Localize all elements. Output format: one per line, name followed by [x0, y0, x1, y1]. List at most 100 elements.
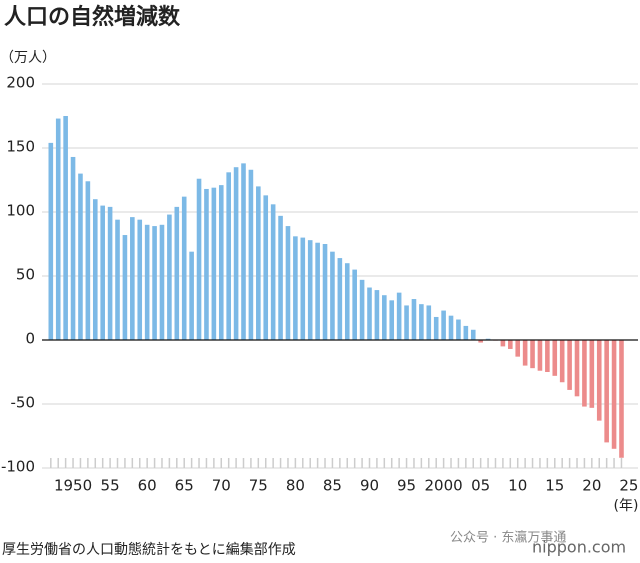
y-tick-label: 50	[16, 266, 35, 284]
bar	[500, 340, 506, 347]
bar	[596, 340, 602, 421]
bar	[404, 305, 409, 340]
bar	[241, 163, 246, 340]
bar	[233, 167, 239, 340]
y-tick-label: 100	[6, 202, 35, 220]
bar	[211, 187, 217, 340]
bar	[322, 244, 328, 340]
bar	[448, 315, 454, 340]
bar	[352, 269, 357, 340]
bar	[574, 340, 580, 397]
source: 厚生労働省の人口動態統計をもとに編集部作成	[2, 541, 296, 558]
bar	[389, 300, 395, 340]
bar	[307, 240, 313, 340]
x-tick-label: 85	[323, 477, 342, 495]
x-tick-label: 60	[138, 477, 157, 495]
y-tick-label: 200	[6, 74, 35, 92]
bar	[589, 340, 595, 408]
x-tick-label: 1950	[54, 477, 92, 495]
bar	[55, 118, 61, 340]
bar	[344, 263, 350, 340]
bar	[315, 242, 320, 340]
bar	[181, 196, 187, 340]
x-tick-label: 65	[175, 477, 194, 495]
bar	[248, 169, 254, 340]
bar	[419, 304, 424, 340]
bar	[537, 340, 543, 371]
bar	[463, 325, 469, 340]
bar	[470, 329, 476, 340]
bar	[515, 340, 521, 357]
y-tick-label: -100	[1, 458, 35, 476]
bar	[611, 340, 617, 449]
bar	[263, 195, 269, 340]
x-tick-label: 15	[545, 477, 564, 495]
bar	[604, 340, 609, 443]
bar	[226, 172, 231, 340]
x-tick-label: 2000	[425, 477, 463, 495]
bar	[270, 204, 276, 340]
bar	[130, 217, 135, 340]
bar	[567, 340, 572, 390]
bar	[63, 116, 68, 340]
y-tick-label: 0	[25, 330, 35, 348]
bar	[122, 235, 128, 340]
x-tick-label: 90	[360, 477, 379, 495]
bar	[174, 206, 180, 340]
bar	[204, 188, 209, 340]
bar	[552, 340, 558, 376]
bar	[359, 279, 365, 340]
bar	[159, 224, 165, 340]
bar	[256, 186, 261, 340]
bar	[582, 340, 587, 407]
x-tick-label: 70	[212, 477, 231, 495]
x-tick-label: 75	[249, 477, 268, 495]
bar	[426, 305, 432, 340]
x-tick-label: 55	[101, 477, 120, 495]
x-tick-label: 20	[582, 477, 601, 495]
bar	[137, 219, 143, 340]
bar	[48, 142, 54, 340]
bar	[337, 258, 343, 340]
bar	[374, 290, 380, 340]
x-tick-label: 80	[286, 477, 305, 495]
brand: nippon.com	[532, 538, 626, 557]
bar	[508, 340, 513, 349]
chart-title: 人口の自然増減数	[4, 4, 181, 30]
bar	[367, 287, 372, 340]
bar	[441, 310, 446, 340]
bar	[107, 206, 113, 340]
bar	[293, 236, 298, 340]
bar	[330, 251, 335, 340]
bar	[619, 340, 624, 458]
bar	[545, 340, 550, 372]
bar	[456, 319, 461, 340]
y-tick-label: 150	[6, 138, 35, 156]
bar	[559, 340, 565, 383]
bar	[115, 219, 120, 340]
bar	[411, 299, 417, 340]
y-tick-label: -50	[11, 394, 36, 412]
y-axis-label: （万人）	[0, 50, 56, 66]
bar	[78, 173, 83, 340]
bar	[152, 226, 157, 340]
bar	[218, 185, 224, 340]
x-tick-label: 95	[397, 477, 416, 495]
x-tick-label: 25	[619, 477, 638, 495]
bar	[478, 340, 483, 343]
bar	[382, 295, 387, 340]
x-tick-label: 10	[508, 477, 527, 495]
x-axis-label: (年)	[614, 498, 639, 514]
bar	[85, 181, 91, 340]
bar	[167, 214, 172, 340]
bar	[285, 226, 291, 340]
bar	[144, 224, 150, 340]
bar	[100, 205, 105, 340]
watermark: 公众号 · 东瀛万事通	[450, 530, 566, 546]
bar	[530, 340, 535, 369]
bar	[196, 178, 202, 340]
bar	[92, 199, 98, 340]
bar	[300, 237, 306, 340]
bar	[70, 156, 76, 340]
